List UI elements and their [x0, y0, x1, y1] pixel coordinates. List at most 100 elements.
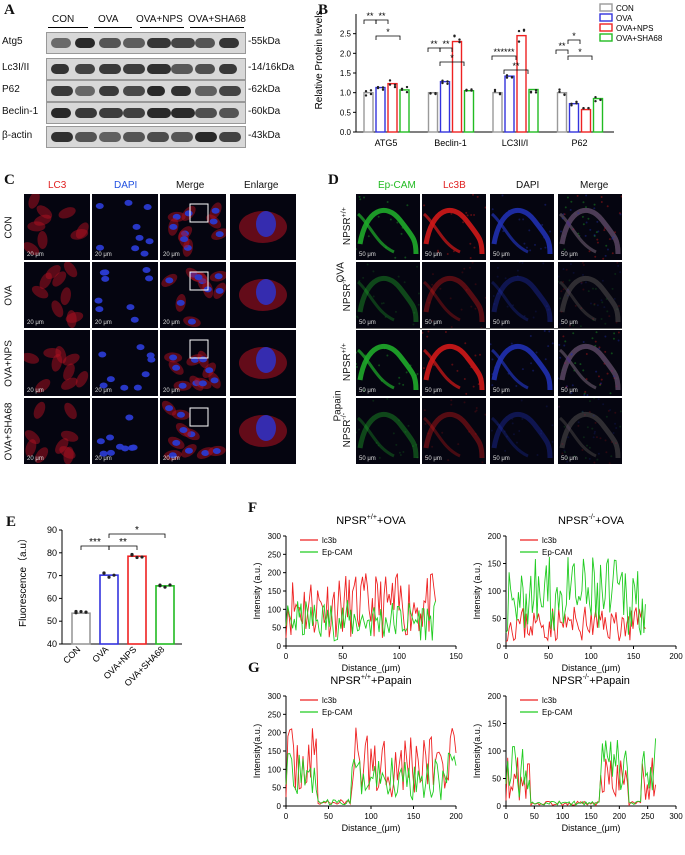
chart-b-point	[364, 90, 368, 93]
chart-b-point	[381, 88, 385, 91]
row-d-genotype: NPSR+/+	[340, 343, 354, 382]
tissue-tile: 50 μm	[356, 262, 420, 328]
line-chart-ytick: 50	[272, 624, 281, 633]
blot-band	[195, 64, 215, 74]
chart-e-bar	[71, 612, 91, 645]
tissue-tile: 50 μm	[490, 194, 554, 260]
chart-e-point	[112, 573, 116, 577]
col-d-merge: Merge	[580, 180, 609, 191]
line-chart-legend-label: Ep-CAM	[542, 708, 573, 717]
chart-b-point	[529, 90, 533, 94]
chart-b-ytick: 0.5	[340, 108, 352, 117]
chart-b-legend-label: OVA+SHA68	[616, 34, 663, 43]
line-chart-ylabel: Intensity(a.u.)	[472, 724, 482, 779]
chart-b-ytick: 1.0	[340, 89, 352, 98]
blot-band	[147, 132, 169, 142]
blot-band	[219, 86, 241, 96]
chart-b-bar	[427, 91, 439, 133]
scale-bar-label: 50 μm	[359, 252, 376, 258]
micrograph-tile: 20 μm	[160, 330, 226, 396]
blot-row	[46, 32, 246, 54]
scale-bar-label: 20 μm	[163, 456, 180, 462]
line-chart-G1: NPSR+/++Papain 0 50 100 150 200 250 300 0 50 100 15…	[252, 674, 463, 833]
chart-b-ylabel: Relative Protein levels	[314, 11, 325, 110]
chart-b-sig-bracket	[567, 55, 593, 60]
chart-b-sig-label: ******	[493, 47, 515, 57]
line-chart-ytick: 200	[268, 569, 282, 578]
panel-label-e: E	[6, 514, 17, 530]
chart-b-point	[587, 106, 590, 110]
line-chart-ytick: 0	[277, 642, 282, 651]
line-chart-legend-label: lc3b	[542, 696, 557, 705]
col-c-enlarge: Enlarge	[244, 180, 279, 191]
chart-e-ytick: 40	[47, 639, 57, 649]
blot-band	[51, 64, 69, 74]
chart-b-point	[517, 29, 521, 33]
line-chart-xtick: 250	[641, 812, 655, 821]
tissue-tile: 50 μm	[558, 330, 622, 396]
line-chart-ytick: 50	[272, 784, 281, 793]
line-chart-ytick: 0	[497, 802, 502, 811]
blot-band	[195, 108, 217, 118]
chart-b-sig-bracket	[375, 35, 401, 40]
row-c-label: OVA	[3, 285, 15, 306]
chart-b-point	[369, 89, 373, 92]
chart-e-ytick: 50	[47, 616, 57, 626]
chart-b-sig-label: **	[366, 11, 374, 21]
line-chart-xlabel: Distance_(μm)	[342, 663, 401, 673]
tissue-tile: 50 μm	[422, 398, 486, 464]
line-chart-ytick: 300	[268, 692, 282, 701]
chart-b-bar	[556, 91, 568, 133]
blot-label-3: Beclin-1	[2, 106, 39, 117]
line-chart-ytick: 250	[268, 550, 282, 559]
chart-b-legend-swatch	[599, 13, 613, 22]
blot-band	[99, 64, 121, 74]
blot-band	[75, 64, 95, 74]
tissue-tile: 50 μm	[490, 330, 554, 396]
scale-bar-label: 50 μm	[425, 388, 442, 394]
line-chart-title: NPSR+/++Papain	[330, 674, 411, 687]
blot-row	[46, 80, 246, 102]
chart-b-point	[575, 100, 578, 103]
chart-b-sig-bracket	[439, 61, 465, 66]
chart-b-point	[493, 90, 497, 93]
line-chart-series-lc3b	[505, 757, 657, 807]
line-chart-xtick: 150	[584, 812, 598, 821]
chart-b-ytick: 1.5	[340, 69, 352, 78]
chart-e-point	[135, 555, 139, 560]
line-chart-legend-label: Ep-CAM	[322, 708, 353, 717]
chart-b-sig-bracket	[439, 47, 453, 52]
scale-bar-label: 20 μm	[27, 252, 44, 258]
tissue-tile: 50 μm	[356, 330, 420, 396]
chart-b-point	[582, 106, 585, 110]
chart-b-bar	[463, 89, 475, 133]
chart-e-ytick: 80	[47, 548, 57, 558]
line-chart-F2: NPSR-/-+OVA 0 50 100 150 200 0 50 100 150 200 Dista…	[472, 514, 683, 673]
tissue-tile: 50 μm	[558, 398, 622, 464]
micrograph-tile: 20 μm	[92, 398, 158, 464]
chart-b-sig-label: *	[386, 27, 390, 37]
scale-bar-label: 20 μm	[27, 320, 44, 326]
chart-b-bar	[528, 88, 539, 133]
chart-b-point	[446, 80, 449, 83]
tissue-tile: 50 μm	[356, 194, 420, 260]
row-d-genotype: NPSR-/-	[340, 412, 354, 448]
panel-label-c: C	[4, 172, 15, 188]
chart-b-point	[441, 79, 444, 82]
col-c-dapi: DAPI	[114, 180, 138, 191]
scale-bar-label: 50 μm	[425, 456, 442, 462]
tissue-tile: 50 μm	[490, 262, 554, 328]
chart-e-point	[168, 583, 172, 587]
chart-b-point	[393, 83, 397, 87]
line-chart-G2: NPSR-/-+Papain 0 50 100 150 200 0 50 100 150 200 25…	[472, 674, 683, 833]
line-chart-xtick: 100	[584, 652, 598, 661]
blot-band	[147, 86, 165, 96]
blot-band	[51, 108, 71, 118]
chart-b-legend-label: CON	[616, 4, 634, 13]
line-chart-ytick: 150	[488, 720, 502, 729]
chart-b-legend-swatch	[599, 3, 613, 12]
blot-band	[75, 38, 95, 48]
line-chart-ytick: 50	[492, 615, 501, 624]
blot-label-1: Lc3I/II	[2, 62, 30, 73]
